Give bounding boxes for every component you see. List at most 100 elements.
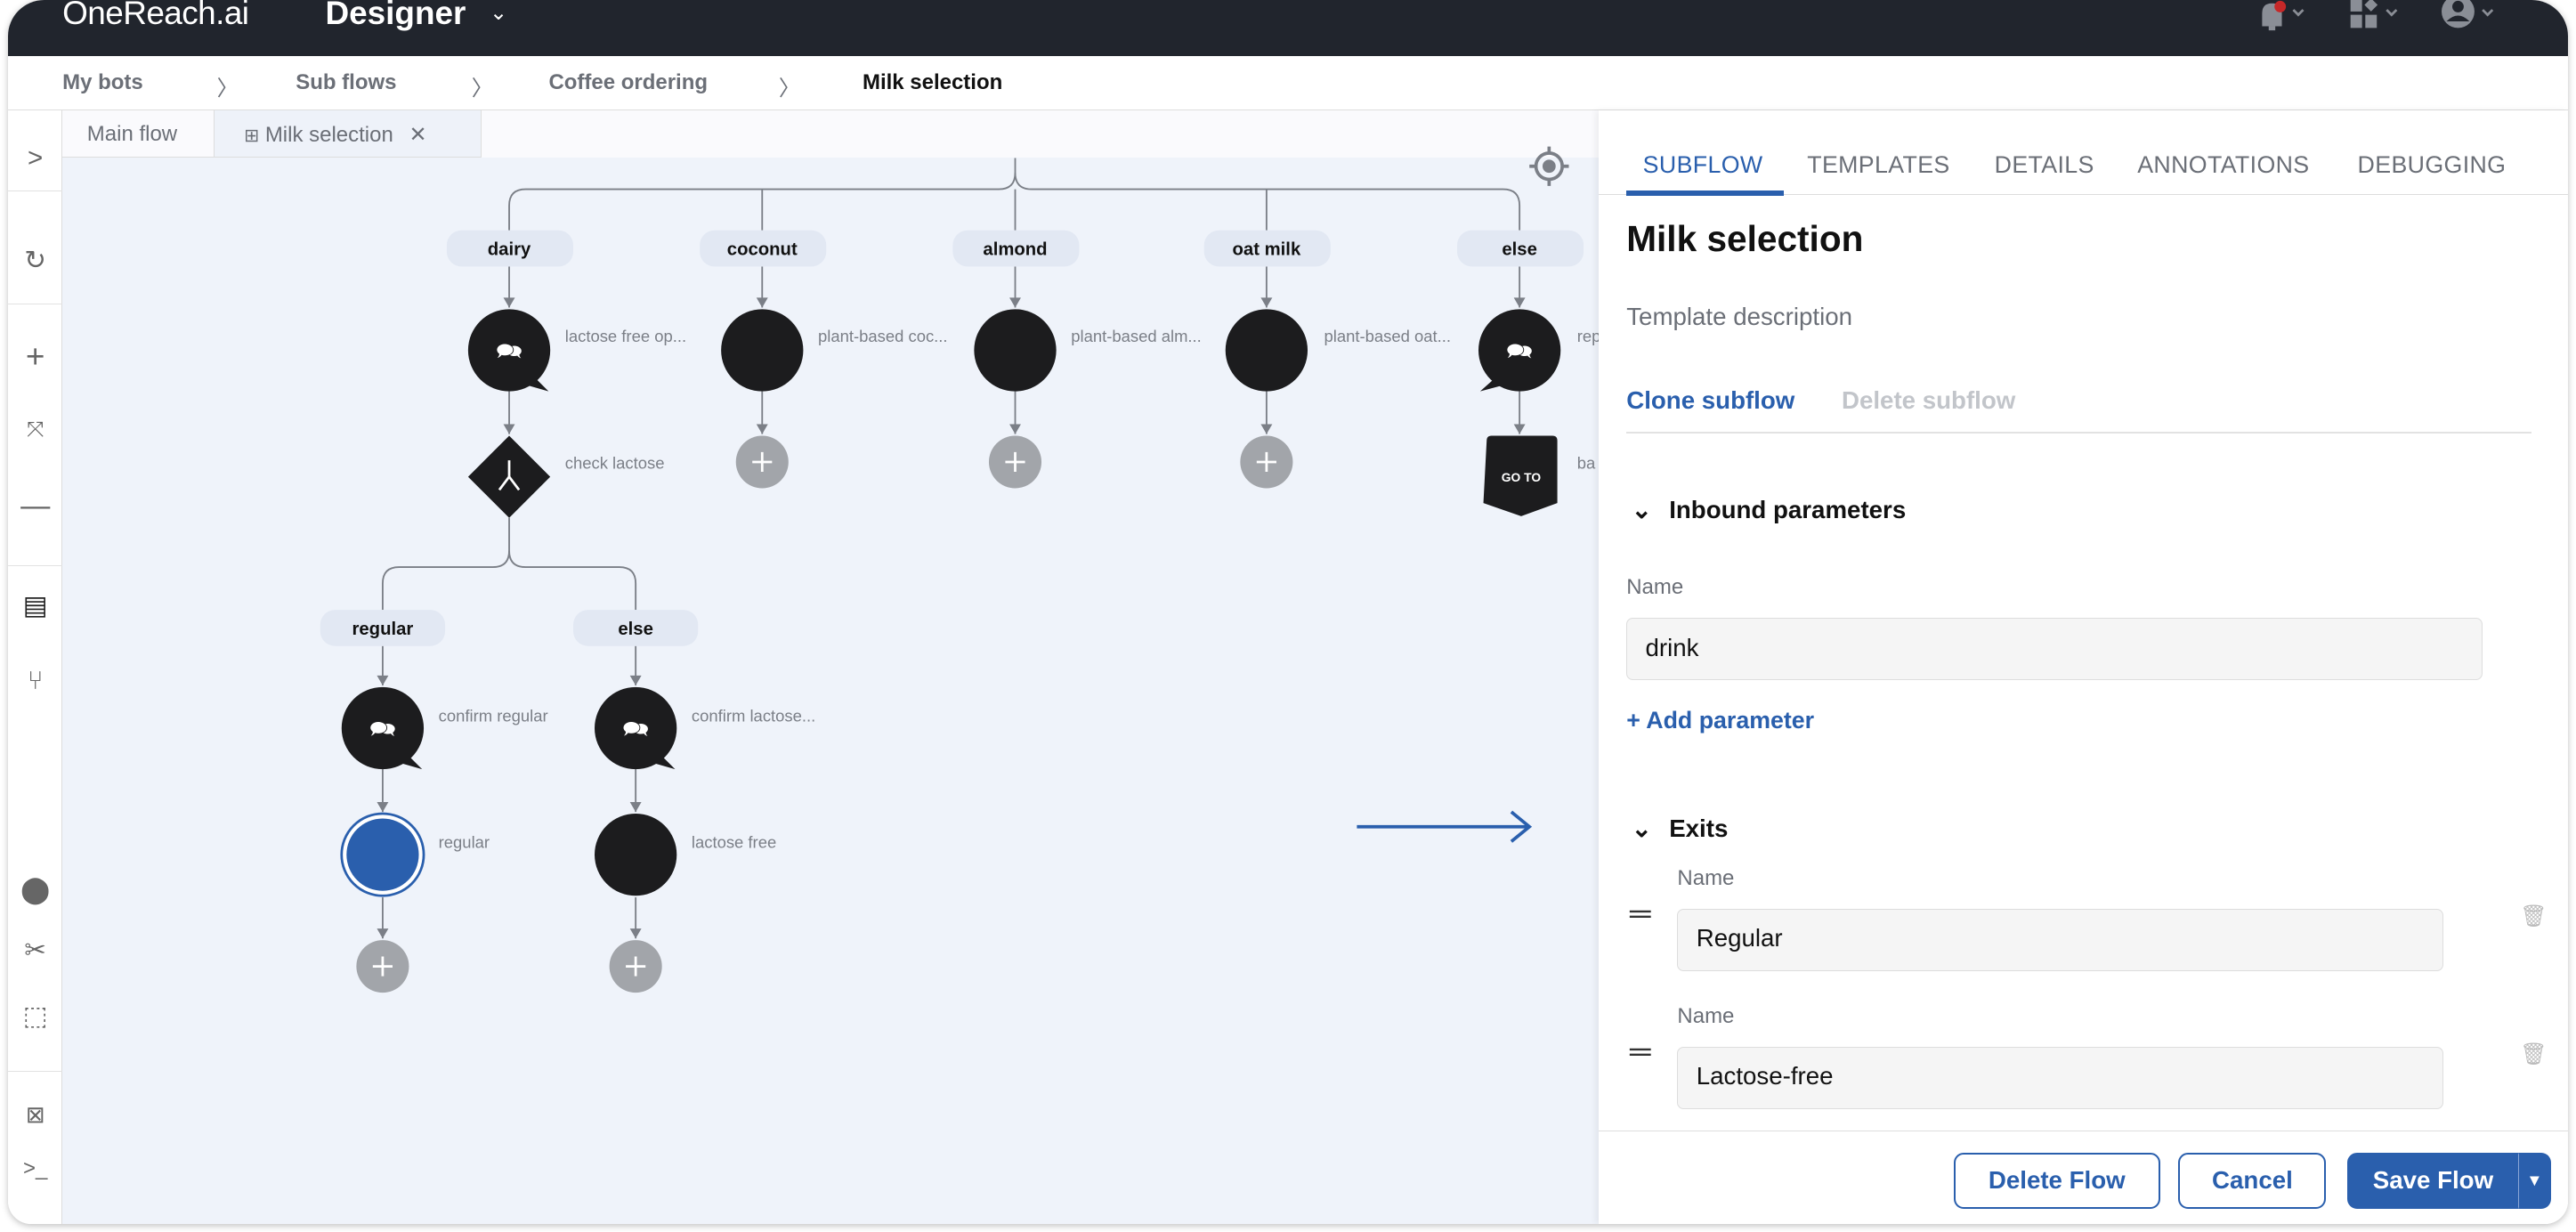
user-icon[interactable] xyxy=(2441,0,2498,38)
tab-milk-selection[interactable]: ⊞ Milk selection ✕ xyxy=(213,109,482,158)
document-icon[interactable]: ▤ xyxy=(22,590,48,620)
zoom-in-icon[interactable]: + xyxy=(25,338,45,376)
action-node[interactable] xyxy=(721,308,804,392)
bell-icon[interactable] xyxy=(2256,0,2312,38)
node-label: check lactose xyxy=(565,453,665,472)
drag-handle-icon[interactable]: ═ xyxy=(1629,896,1651,930)
node-label: plant-based alm... xyxy=(1071,327,1202,345)
active-tab-indicator xyxy=(1626,190,1785,196)
exit-node[interactable] xyxy=(595,813,677,896)
svg-text:GO TO: GO TO xyxy=(1502,470,1542,484)
svg-text:almond: almond xyxy=(984,239,1048,259)
delete-subflow-link[interactable]: Delete subflow xyxy=(1842,385,2016,414)
tab-subflow[interactable]: SUBFLOW xyxy=(1642,150,1763,178)
node-label: confirm lactose... xyxy=(692,706,815,725)
chat-icon: 🗪 xyxy=(496,339,522,363)
refresh-icon[interactable]: ↻ xyxy=(24,246,47,275)
inbound-name-input[interactable]: drink xyxy=(1626,617,2483,681)
arrow-right-icon xyxy=(1357,810,1533,843)
add-node-button[interactable] xyxy=(989,435,1042,489)
breadcrumb-sub-flows[interactable]: Sub flows xyxy=(296,70,397,95)
tab-annotations[interactable]: ANNOTATIONS xyxy=(2137,150,2310,178)
tab-details[interactable]: DETAILS xyxy=(1994,150,2094,178)
chat-icon: 🗪 xyxy=(369,717,396,742)
locate-icon[interactable] xyxy=(1529,146,1569,186)
fit-screen-icon[interactable]: ⤧ xyxy=(27,417,45,442)
split-icon xyxy=(498,459,521,490)
branch-icon[interactable]: ⑂ xyxy=(27,665,44,695)
chevron-down-icon[interactable]: ⌄ xyxy=(1631,814,1652,842)
condition-pill[interactable]: coconut xyxy=(700,230,827,266)
inbound-parameters-header[interactable]: Inbound parameters xyxy=(1669,496,1907,524)
breadcrumb-coffee-ordering[interactable]: Coffee ordering xyxy=(548,70,709,95)
chevron-right-icon: 〉 xyxy=(471,77,493,101)
goto-node[interactable]: GO TO xyxy=(1483,435,1558,516)
subflow-icon: ⊞ xyxy=(244,126,260,146)
svg-text:else: else xyxy=(1502,239,1537,259)
save-flow-button[interactable]: Save Flow xyxy=(2347,1152,2519,1209)
condition-pill[interactable]: almond xyxy=(952,230,1080,266)
panel-footer: Delete Flow Cancel Save Flow ▼ xyxy=(1598,1130,2568,1225)
svg-text:coconut: coconut xyxy=(727,239,798,259)
edges xyxy=(377,158,1526,938)
exits-header[interactable]: Exits xyxy=(1669,815,1729,843)
add-node-button[interactable] xyxy=(356,939,409,993)
apps-icon[interactable] xyxy=(2347,0,2403,38)
condition-pill[interactable]: else xyxy=(1457,230,1584,266)
canvas-tabs: Main flow ⊞ Milk selection ✕ xyxy=(62,109,1599,158)
delete-flow-button[interactable]: Delete Flow xyxy=(1953,1152,2161,1209)
delete-icon[interactable]: ⊠ xyxy=(25,1103,45,1129)
add-node-button[interactable] xyxy=(609,939,662,993)
add-parameter-link[interactable]: + Add parameter xyxy=(1626,706,1815,734)
chevron-right-icon: 〉 xyxy=(778,77,800,101)
chat-icon: 🗪 xyxy=(1506,339,1533,363)
cancel-button[interactable]: Cancel xyxy=(2178,1152,2327,1209)
condition-pill[interactable]: regular xyxy=(320,609,446,646)
chat-node[interactable]: 🗪 xyxy=(341,686,425,769)
close-icon[interactable]: ✕ xyxy=(409,122,427,147)
name-label: Name xyxy=(1626,574,1684,599)
console-icon[interactable]: >_ xyxy=(22,1156,48,1181)
chevron-down-icon[interactable]: ⌄ xyxy=(1631,495,1652,523)
add-node-button[interactable] xyxy=(735,435,789,489)
action-node[interactable] xyxy=(1225,308,1308,392)
chat-icon: 🗪 xyxy=(622,717,649,742)
tab-main-flow[interactable]: Main flow xyxy=(62,109,214,158)
node-label: lactose free xyxy=(692,832,776,851)
zoom-out-icon[interactable]: — xyxy=(20,490,51,523)
select-area-icon[interactable]: ⬚ xyxy=(22,1001,48,1032)
top-bar: OneReach.ai Designer ⌄ xyxy=(8,0,2568,56)
tab-templates[interactable]: TEMPLATES xyxy=(1807,150,1950,178)
template-description[interactable]: Template description xyxy=(1626,302,1853,330)
breadcrumb: My bots 〉 Sub flows 〉 Coffee ordering 〉 … xyxy=(8,56,2568,110)
product-switcher[interactable]: Designer xyxy=(325,0,466,32)
flow-diagram: dairy coconut almond oat milk else 🗪 lac… xyxy=(320,146,1599,993)
flow-canvas[interactable]: Main flow ⊞ Milk selection ✕ xyxy=(62,109,1599,1225)
trash-icon[interactable]: 🗑 xyxy=(2520,1042,2548,1067)
condition-node[interactable] xyxy=(468,435,551,518)
location-pin-icon[interactable]: ⬤ xyxy=(20,874,51,904)
tab-debugging[interactable]: DEBUGGING xyxy=(2357,150,2507,178)
exit-name-input[interactable]: Lactose-free xyxy=(1677,1046,2443,1109)
breadcrumb-my-bots[interactable]: My bots xyxy=(62,70,143,95)
action-node[interactable] xyxy=(974,308,1057,392)
name-label: Name xyxy=(1677,865,1735,890)
drag-handle-icon[interactable]: ═ xyxy=(1629,1034,1651,1068)
exit-name-input[interactable]: Regular xyxy=(1677,908,2443,971)
save-options-dropdown[interactable]: ▼ xyxy=(2518,1152,2552,1209)
svg-text:else: else xyxy=(619,619,654,638)
add-node-button[interactable] xyxy=(1240,435,1293,489)
properties-panel: SUBFLOW TEMPLATES DETAILS ANNOTATIONS DE… xyxy=(1598,109,2568,1225)
condition-pill[interactable]: else xyxy=(573,609,699,646)
exit-node-selected[interactable] xyxy=(340,812,425,897)
condition-pill[interactable]: dairy xyxy=(447,230,574,266)
expand-icon[interactable]: > xyxy=(28,142,44,173)
trash-icon[interactable]: 🗑 xyxy=(2520,904,2548,929)
condition-pill[interactable]: oat milk xyxy=(1203,230,1331,266)
chat-node[interactable]: 🗪 xyxy=(1478,308,1561,392)
clone-subflow-link[interactable]: Clone subflow xyxy=(1626,385,1795,414)
scissors-icon[interactable]: ✂ xyxy=(24,936,47,966)
chat-node[interactable]: 🗪 xyxy=(595,686,677,769)
chat-node[interactable]: 🗪 xyxy=(468,308,551,392)
chevron-down-icon[interactable]: ⌄ xyxy=(490,1,508,25)
